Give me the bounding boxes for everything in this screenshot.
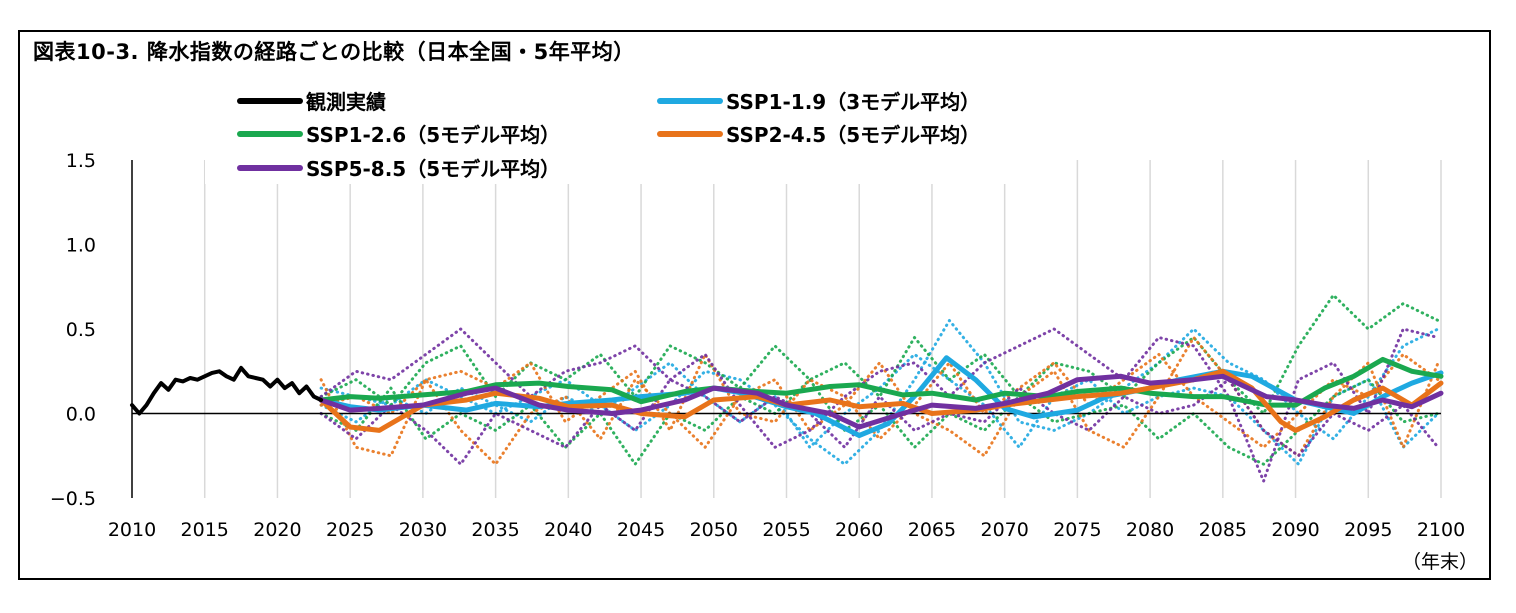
x-tick-label: 2010 — [108, 519, 156, 541]
model-trace-line — [319, 327, 1440, 483]
legend-background — [205, 84, 1040, 184]
series-line — [130, 365, 324, 416]
y-tick-label: 0.0 — [66, 404, 96, 426]
x-tick-label: 2035 — [471, 519, 519, 541]
y-tick-label: −0.5 — [50, 488, 96, 510]
y-tick-label: 1.5 — [66, 150, 96, 172]
x-tick-label: 2050 — [690, 519, 738, 541]
legend-label: 観測実績 — [306, 90, 386, 114]
x-tick-label: 2060 — [835, 519, 883, 541]
x-tick-label: 2030 — [399, 519, 447, 541]
series-line — [318, 373, 1444, 430]
x-tick-label: 2075 — [1053, 519, 1101, 541]
x-tick-label: 2090 — [1271, 519, 1319, 541]
x-tick-label: 2065 — [908, 519, 956, 541]
model-trace-line — [319, 352, 1440, 449]
legend: 観測実績 SSP1-1.9（3モデル平均） SSP1-2.6（5モデル平均） SSP2… — [205, 84, 1040, 184]
series-line — [318, 355, 1444, 438]
chart-title: 図表10-3. 降水指数の経路ごとの比較（日本全国・5年平均） — [33, 40, 635, 64]
series-line — [318, 356, 1444, 408]
legend-label: SSP5-8.5（5モデル平均） — [306, 157, 560, 181]
x-tick-label: 2045 — [617, 519, 665, 541]
x-tick-label: 2070 — [980, 519, 1028, 541]
x-tick-label: 2020 — [253, 519, 301, 541]
x-tick-label: 2095 — [1344, 519, 1392, 541]
y-tick-label: 0.5 — [66, 319, 96, 341]
x-tick-label: 2025 — [326, 519, 374, 541]
x-tick-label: 2055 — [762, 519, 810, 541]
grid-layer — [203, 160, 1442, 498]
x-tick-label: 2080 — [1126, 519, 1174, 541]
axis-layer: −0.5 0.0 0.5 1.0 1.5 2010 2015 2020 2025 2030 2035… — [50, 150, 1465, 541]
x-tick-label: 2015 — [181, 519, 229, 541]
x-tick-label: 2085 — [1199, 519, 1247, 541]
legend-label: SSP1-2.6（5モデル平均） — [306, 123, 560, 147]
series-layer — [130, 355, 1444, 438]
x-axis-unit-label: （年末） — [1402, 551, 1478, 573]
y-tick-label: 1.0 — [66, 235, 96, 257]
legend-label: SSP1-1.9（3モデル平均） — [726, 90, 980, 114]
x-tick-label: 2100 — [1417, 519, 1465, 541]
x-tick-label: 2040 — [544, 519, 592, 541]
legend-label: SSP2-4.5（5モデル平均） — [726, 123, 980, 147]
chart-frame — [18, 30, 1491, 580]
